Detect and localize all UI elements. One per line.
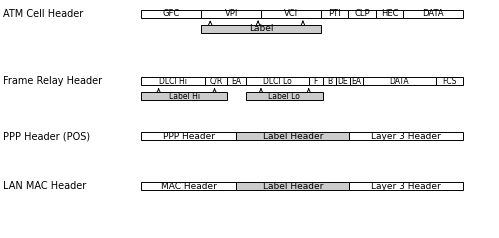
Text: EA: EA [351,77,361,86]
Text: GFC: GFC [163,9,180,18]
Text: EA: EA [232,77,242,86]
Bar [336,77,350,85]
Text: Label Lo: Label Lo [268,92,300,101]
Bar [141,182,236,190]
Bar [348,10,376,18]
Text: DE: DE [338,77,348,86]
Text: Label: Label [249,24,273,33]
Bar [376,10,403,18]
Bar [201,25,321,33]
Text: VCI: VCI [284,9,298,18]
Text: DATA: DATA [390,77,409,86]
Bar [228,77,246,85]
Text: CLP: CLP [354,9,370,18]
Text: F: F [313,77,318,86]
Bar [246,92,322,100]
Bar [363,77,436,85]
Bar [436,77,463,85]
Text: DLCI Lo: DLCI Lo [263,77,291,86]
Text: VPI: VPI [225,9,238,18]
Bar [141,132,236,140]
Bar [309,77,322,85]
Text: PTI: PTI [328,9,341,18]
Text: PPP Header (POS): PPP Header (POS) [3,131,90,141]
Bar [236,182,349,190]
Bar [141,77,205,85]
Text: DATA: DATA [422,9,444,18]
Text: MAC Header: MAC Header [161,182,217,191]
Bar [201,10,261,18]
Bar [141,10,201,18]
Text: Label Hi: Label Hi [169,92,200,101]
Text: Label Header: Label Header [262,132,323,141]
Bar [403,10,463,18]
Bar [349,182,463,190]
Bar [205,77,228,85]
Bar [261,10,321,18]
Text: Layer 3 Header: Layer 3 Header [371,182,441,191]
Text: Layer 3 Header: Layer 3 Header [371,132,441,141]
Bar [321,10,348,18]
Text: Label Header: Label Header [262,182,323,191]
Bar [236,132,349,140]
Text: ATM Cell Header: ATM Cell Header [3,9,83,19]
Text: PPP Header: PPP Header [163,132,215,141]
Text: FCS: FCS [442,77,457,86]
Text: C/R: C/R [210,77,223,86]
Text: LAN MAC Header: LAN MAC Header [3,181,86,191]
Text: B: B [327,77,332,86]
Text: HEC: HEC [381,9,398,18]
Bar [141,92,228,100]
Bar [322,77,336,85]
Bar [349,132,463,140]
Text: Frame Relay Header: Frame Relay Header [3,76,102,86]
Bar [350,77,363,85]
Bar [246,77,309,85]
Text: DLCI Hi: DLCI Hi [159,77,187,86]
